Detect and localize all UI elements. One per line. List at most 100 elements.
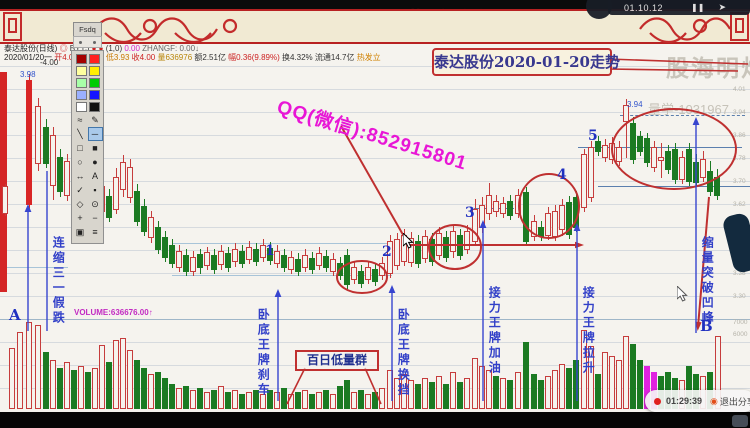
volume-bar bbox=[581, 330, 587, 409]
exit-share-button[interactable]: 退出分享 bbox=[719, 396, 750, 407]
candle bbox=[225, 253, 231, 268]
chart-mark-3: 3 bbox=[465, 205, 475, 221]
color-swatch[interactable] bbox=[75, 102, 87, 112]
volume-bar bbox=[316, 392, 322, 409]
gridline bbox=[0, 66, 750, 67]
volume-bar bbox=[337, 386, 343, 409]
screen-share-bar[interactable]: 01:29:39 ◉ 退出分享 bbox=[645, 390, 750, 412]
next-icon[interactable]: ➤ bbox=[718, 2, 726, 12]
volume-bar bbox=[365, 394, 371, 409]
tool-button[interactable]: ≈ bbox=[77, 115, 83, 125]
candle bbox=[429, 239, 435, 262]
marker-toolbar-panel: ≈ ✎ ╲ ─ □ ■ ○ ● ↔ A ✓ ▪ ◇ ⊙ + − ▣ ≡ bbox=[71, 50, 104, 244]
volume-indicator-label: VOLUME:636676.00↑ bbox=[74, 308, 153, 317]
tool-button[interactable]: A bbox=[91, 171, 98, 181]
candle bbox=[211, 255, 217, 270]
volume-bar bbox=[148, 374, 154, 409]
info-segment: ◎ bbox=[59, 44, 70, 53]
volume-bar bbox=[538, 380, 544, 409]
tool-button[interactable]: ▣ bbox=[75, 227, 85, 237]
candle bbox=[183, 255, 189, 272]
tool-button[interactable]: □ bbox=[77, 143, 83, 153]
player-bubble[interactable] bbox=[586, 0, 612, 19]
axis-tick-label: 3.30 bbox=[733, 293, 746, 300]
color-swatch[interactable] bbox=[75, 54, 87, 64]
volume-bar bbox=[183, 386, 189, 409]
candle bbox=[274, 251, 280, 264]
color-swatch[interactable] bbox=[88, 54, 100, 64]
marker-toolbar-handle[interactable] bbox=[73, 36, 102, 48]
candle bbox=[113, 177, 119, 210]
pause-icon[interactable]: ❚❚ bbox=[691, 3, 705, 12]
tool-button[interactable]: ◇ bbox=[76, 199, 84, 209]
tool-button[interactable]: ─ bbox=[87, 127, 103, 141]
color-swatch[interactable] bbox=[88, 66, 100, 76]
candle bbox=[197, 254, 203, 268]
axis-tick-label: 6000 bbox=[733, 331, 748, 338]
candle bbox=[486, 195, 492, 214]
tool-button[interactable]: ✓ bbox=[76, 185, 84, 195]
chart-mark-1: 1 bbox=[265, 243, 275, 259]
volume-bar bbox=[523, 342, 529, 409]
volume-bar bbox=[323, 390, 329, 409]
color-swatch[interactable] bbox=[88, 90, 100, 100]
candle bbox=[64, 161, 70, 196]
candle bbox=[309, 258, 315, 270]
volume-bar bbox=[415, 384, 421, 409]
candle bbox=[246, 247, 252, 260]
marker-toolbar-titlebar[interactable]: Fsdq bbox=[73, 22, 102, 37]
color-swatch[interactable] bbox=[75, 90, 87, 100]
candle bbox=[302, 255, 308, 268]
candle bbox=[602, 145, 608, 158]
taskbar-chip[interactable] bbox=[732, 415, 748, 427]
chart-mark-2: 2 bbox=[382, 244, 392, 260]
candle bbox=[545, 213, 551, 236]
candle bbox=[127, 167, 133, 198]
color-swatch[interactable] bbox=[88, 102, 100, 112]
tool-button[interactable]: ⊙ bbox=[91, 199, 99, 209]
candle bbox=[658, 157, 664, 161]
video-player-bar[interactable]: 01.10.12 ❚❚ ➤ bbox=[608, 0, 750, 15]
tool-button[interactable]: ≡ bbox=[92, 227, 98, 237]
exit-share-icon[interactable]: ◉ bbox=[710, 395, 718, 406]
tool-button[interactable]: + bbox=[77, 213, 83, 223]
volume-bar bbox=[408, 380, 414, 409]
volume-bar bbox=[9, 348, 15, 409]
candle bbox=[351, 267, 357, 280]
info-segment: 量636976 bbox=[157, 53, 195, 62]
color-swatch[interactable] bbox=[88, 78, 100, 88]
tool-button[interactable]: ■ bbox=[92, 143, 98, 153]
color-swatch[interactable] bbox=[75, 78, 87, 88]
volume-bar bbox=[57, 368, 63, 409]
volume-bar bbox=[78, 366, 84, 409]
candle bbox=[609, 143, 615, 160]
candle bbox=[581, 154, 587, 208]
info-segment: ● ● bbox=[91, 44, 106, 53]
info-segment: 换4.32% bbox=[281, 53, 315, 62]
candle bbox=[443, 237, 449, 258]
color-swatch[interactable] bbox=[75, 66, 87, 76]
tool-button[interactable]: ✎ bbox=[91, 115, 99, 125]
candle bbox=[134, 191, 140, 222]
volume-bar bbox=[630, 344, 636, 409]
candle bbox=[538, 227, 544, 237]
volume-bar bbox=[127, 350, 133, 409]
tool-button[interactable]: ╲ bbox=[77, 129, 83, 139]
volume-bar bbox=[106, 362, 112, 409]
candle bbox=[239, 251, 245, 264]
candle bbox=[507, 201, 513, 216]
candle bbox=[155, 227, 161, 250]
mouse-cursor[interactable] bbox=[403, 233, 415, 250]
candle bbox=[232, 249, 238, 262]
tool-button[interactable]: ▪ bbox=[93, 185, 97, 195]
tool-button[interactable]: ↔ bbox=[75, 171, 85, 181]
tool-button[interactable]: ● bbox=[92, 157, 98, 167]
tool-button[interactable]: ○ bbox=[77, 157, 83, 167]
volume-bar bbox=[288, 394, 294, 409]
volume-bar bbox=[64, 362, 70, 409]
info-segment: 热发立 bbox=[356, 53, 381, 62]
tool-button[interactable]: − bbox=[92, 213, 98, 223]
volume-bar bbox=[239, 394, 245, 409]
volume-bar bbox=[372, 392, 378, 409]
